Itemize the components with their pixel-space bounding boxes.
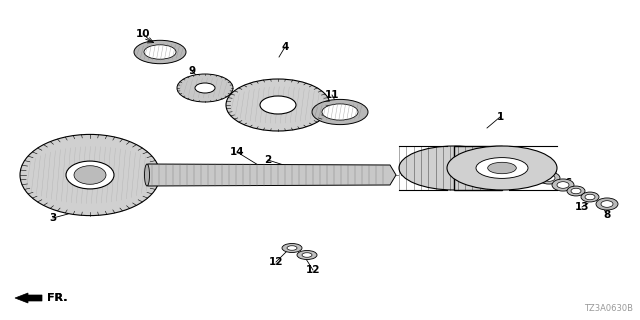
Ellipse shape: [74, 166, 106, 184]
Ellipse shape: [226, 79, 330, 131]
Text: 13: 13: [575, 202, 589, 212]
Text: 2: 2: [264, 155, 271, 165]
Text: 7: 7: [423, 173, 431, 183]
Ellipse shape: [282, 244, 302, 252]
Ellipse shape: [399, 146, 509, 190]
Text: 9: 9: [188, 66, 196, 76]
Text: 4: 4: [282, 42, 289, 52]
Ellipse shape: [302, 253, 312, 257]
Ellipse shape: [66, 161, 114, 189]
Text: 5: 5: [536, 164, 543, 174]
Text: 5: 5: [550, 171, 557, 181]
Ellipse shape: [145, 164, 150, 186]
Ellipse shape: [427, 157, 479, 179]
Polygon shape: [145, 164, 396, 186]
Ellipse shape: [195, 83, 215, 93]
Ellipse shape: [596, 198, 618, 210]
Ellipse shape: [538, 172, 560, 184]
Ellipse shape: [445, 165, 461, 171]
Ellipse shape: [543, 175, 555, 181]
Text: 1: 1: [497, 112, 504, 122]
Text: 14: 14: [230, 147, 244, 157]
Ellipse shape: [144, 45, 176, 59]
Ellipse shape: [552, 179, 574, 191]
Ellipse shape: [585, 194, 595, 200]
Text: FR.: FR.: [47, 293, 67, 303]
Ellipse shape: [557, 182, 569, 188]
Ellipse shape: [439, 162, 467, 173]
Text: 11: 11: [324, 90, 339, 100]
Ellipse shape: [488, 162, 516, 174]
Ellipse shape: [601, 201, 613, 207]
Ellipse shape: [571, 188, 581, 194]
Text: 10: 10: [136, 29, 150, 39]
FancyBboxPatch shape: [454, 146, 502, 190]
Ellipse shape: [476, 157, 528, 179]
Ellipse shape: [134, 40, 186, 64]
Ellipse shape: [581, 192, 599, 202]
Text: FR.: FR.: [47, 293, 67, 303]
Text: 6: 6: [564, 178, 572, 188]
Ellipse shape: [297, 251, 317, 260]
Text: TZ3A0630B: TZ3A0630B: [584, 304, 633, 313]
Text: 12: 12: [306, 265, 320, 275]
Ellipse shape: [20, 134, 160, 216]
Ellipse shape: [322, 104, 358, 120]
Text: 3: 3: [49, 213, 56, 223]
Text: 12: 12: [269, 257, 284, 267]
Ellipse shape: [567, 186, 585, 196]
Text: 8: 8: [604, 210, 611, 220]
Ellipse shape: [312, 100, 368, 124]
Ellipse shape: [447, 146, 557, 190]
Ellipse shape: [260, 96, 296, 114]
Polygon shape: [15, 293, 42, 303]
Ellipse shape: [287, 246, 297, 250]
Ellipse shape: [177, 74, 233, 102]
